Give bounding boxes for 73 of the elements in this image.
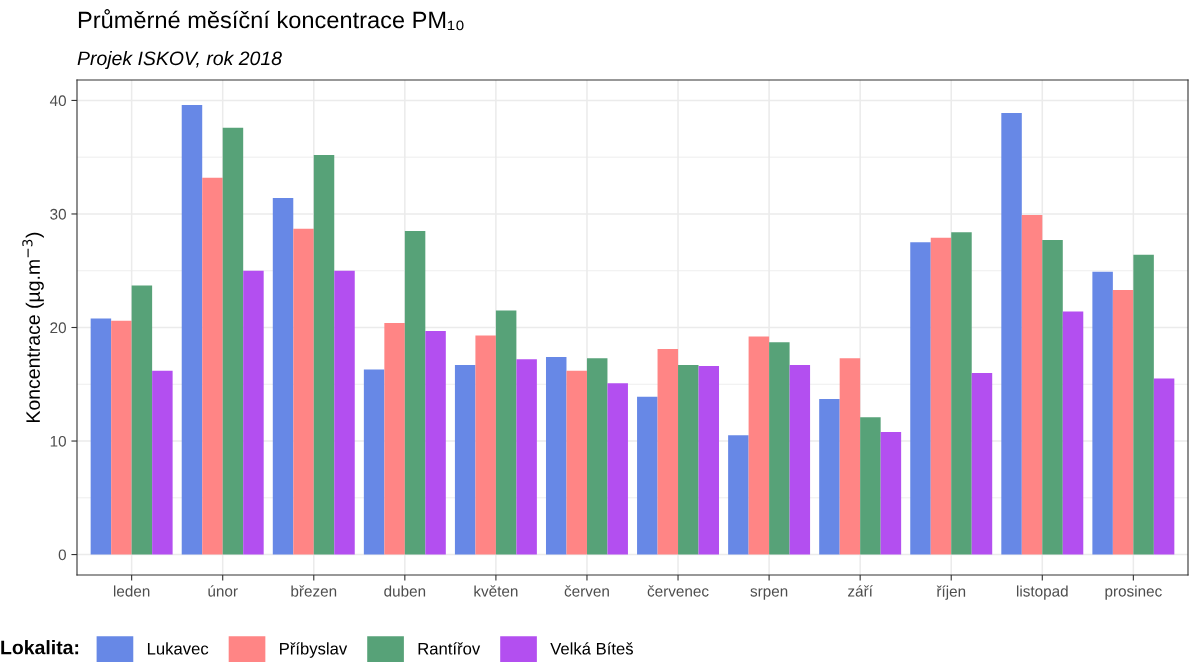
bar [1133,254,1154,555]
bar [202,177,223,555]
bar [1092,271,1113,555]
bar [243,270,264,555]
x-tick-label: únor [208,585,238,597]
bar [545,357,567,555]
bar [971,372,993,555]
bar [222,127,244,555]
bar [1062,311,1084,555]
bar [1001,112,1022,555]
x-tick-label: prosinec [1105,585,1162,600]
bar [1042,240,1063,555]
bar [90,318,112,555]
y-tick-label: 10 [50,435,66,447]
bar [272,198,294,555]
legend-label: Příbyslav [280,642,348,658]
x-tick-label: listopad [1017,585,1068,600]
bar [1021,215,1043,555]
bar [313,154,335,555]
bar [607,383,628,555]
bar [728,435,749,555]
bar [425,330,446,555]
x-tick-label: červen [564,585,609,597]
bar [1112,290,1134,555]
legend-label: Rantířov [418,642,481,655]
bar [475,335,496,555]
bar [111,320,132,555]
legend-label: Lukavec [147,642,209,655]
bar [698,366,720,555]
y-tick-label: 40 [49,95,66,107]
legend-title: Lokalita: [1,640,79,655]
bar [880,431,902,555]
bar [789,364,811,555]
bar [657,349,679,555]
x-tick-label: srpen [750,588,788,600]
x-tick-label: květen [474,585,518,597]
bar [181,104,203,555]
bar [363,369,385,555]
bar [860,417,881,555]
x-tick-label: říjen [936,585,966,600]
legend-label: Velká Bíteš [550,642,633,655]
x-tick-label: září [848,585,873,597]
bar [454,364,476,555]
x-tick-label: leden [113,585,150,597]
y-axis-title: Koncentrace (µg.m$^{−3}$) [22,232,44,422]
bar [131,285,153,555]
bar [637,396,658,555]
x-tick-label: červenec [647,585,709,597]
bar [769,342,790,555]
bar [819,399,840,555]
x-tick-label: březen [291,585,337,597]
bar [404,231,426,555]
bar [951,232,972,555]
chart-subtitle: Projek ISKOV, rok 2018 [77,50,282,70]
bar [495,310,517,555]
bar [334,270,355,555]
bar [586,358,608,555]
bar [678,364,699,555]
bar [839,358,861,555]
bar [152,370,173,555]
bar [748,336,770,555]
y-tick-label: 20 [50,322,66,334]
bar [566,370,587,555]
x-tick-label: duben [384,585,426,597]
y-tick-label: 30 [50,208,66,220]
bar [910,242,931,555]
bar [384,322,405,555]
y-tick-label: 0 [58,549,66,561]
bar [1153,378,1175,555]
chart-title: Průměrné měsíční koncentrace PM₁₀ [78,9,464,31]
bar [293,228,314,555]
bar [930,237,952,555]
bar [516,359,537,555]
